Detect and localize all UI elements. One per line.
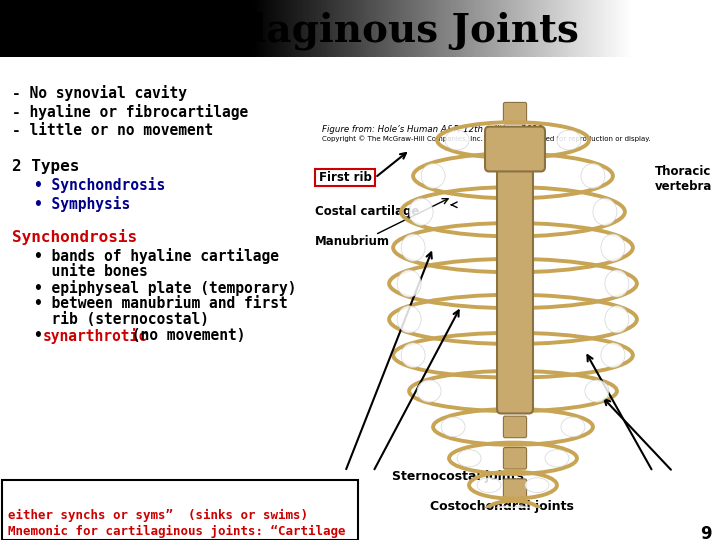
Bar (315, 169, 375, 186)
Ellipse shape (409, 198, 433, 225)
Text: Synchondrosis: Synchondrosis (12, 229, 137, 245)
Text: Copyright © The McGraw-Hill Companies, Inc. Permission required for reproduction: Copyright © The McGraw-Hill Companies, I… (322, 136, 651, 143)
Text: • Symphysis: • Symphysis (34, 196, 130, 212)
FancyBboxPatch shape (503, 259, 526, 281)
Ellipse shape (593, 198, 617, 225)
Text: rib (sternocostal): rib (sternocostal) (34, 312, 209, 327)
FancyBboxPatch shape (503, 165, 526, 187)
Ellipse shape (477, 478, 501, 492)
Text: - hyaline or fibrocartilage: - hyaline or fibrocartilage (12, 104, 248, 120)
Ellipse shape (601, 234, 625, 261)
Ellipse shape (561, 417, 585, 437)
Ellipse shape (601, 343, 625, 368)
Text: 9: 9 (701, 525, 712, 540)
Ellipse shape (401, 343, 425, 368)
FancyBboxPatch shape (503, 416, 526, 438)
Ellipse shape (509, 506, 533, 518)
Text: • between manubrium and first: • between manubrium and first (34, 296, 288, 311)
Text: - No synovial cavity: - No synovial cavity (12, 85, 187, 101)
FancyBboxPatch shape (485, 126, 545, 172)
FancyBboxPatch shape (503, 103, 526, 124)
Ellipse shape (557, 130, 581, 150)
Text: Cartilaginous Joints: Cartilaginous Joints (142, 12, 578, 50)
Ellipse shape (421, 164, 445, 188)
Ellipse shape (397, 306, 421, 333)
Ellipse shape (605, 270, 629, 297)
Text: Manubrium: Manubrium (315, 235, 390, 248)
Text: • bands of hyaline cartilage: • bands of hyaline cartilage (34, 248, 279, 264)
FancyBboxPatch shape (2, 480, 358, 540)
Ellipse shape (457, 450, 481, 467)
FancyBboxPatch shape (503, 134, 526, 156)
FancyBboxPatch shape (503, 197, 526, 218)
Text: unite bones: unite bones (34, 264, 148, 279)
Ellipse shape (525, 478, 549, 492)
Ellipse shape (581, 164, 605, 188)
FancyBboxPatch shape (503, 322, 526, 343)
Text: First rib: First rib (319, 171, 372, 184)
Text: - little or no movement: - little or no movement (12, 123, 213, 138)
Ellipse shape (585, 380, 609, 402)
Text: Costal cartilage: Costal cartilage (315, 205, 419, 218)
FancyBboxPatch shape (503, 479, 526, 501)
Text: Costochondral joints: Costochondral joints (430, 500, 574, 513)
Ellipse shape (493, 506, 517, 518)
Ellipse shape (401, 234, 425, 261)
FancyBboxPatch shape (503, 291, 526, 312)
Text: either synchs or syms”  (sinks or swims): either synchs or syms” (sinks or swims) (8, 509, 308, 522)
Text: synarthrotic: synarthrotic (43, 328, 148, 344)
Text: •: • (34, 328, 52, 343)
Text: Mnemonic for cartilaginous joints: “Cartilage: Mnemonic for cartilaginous joints: “Cart… (8, 525, 346, 538)
Ellipse shape (397, 270, 421, 297)
Text: • Synchondrosis: • Synchondrosis (34, 177, 166, 193)
Text: (no movement): (no movement) (123, 328, 246, 343)
FancyBboxPatch shape (497, 145, 533, 414)
FancyBboxPatch shape (503, 385, 526, 406)
Text: Figure from: Hole’s Human A&P, 12th edition, 2010: Figure from: Hole’s Human A&P, 12th edit… (322, 125, 543, 134)
Ellipse shape (605, 306, 629, 333)
FancyBboxPatch shape (503, 448, 526, 469)
Ellipse shape (417, 380, 441, 402)
Ellipse shape (445, 130, 469, 150)
Ellipse shape (545, 450, 569, 467)
Text: Thoracic
vertebra: Thoracic vertebra (655, 165, 712, 193)
Text: • epiphyseal plate (temporary): • epiphyseal plate (temporary) (34, 280, 297, 296)
FancyBboxPatch shape (503, 228, 526, 249)
Ellipse shape (441, 417, 465, 437)
Text: 2 Types: 2 Types (12, 159, 79, 174)
FancyBboxPatch shape (503, 353, 526, 375)
Text: Sternocostal joints: Sternocostal joints (392, 470, 524, 483)
